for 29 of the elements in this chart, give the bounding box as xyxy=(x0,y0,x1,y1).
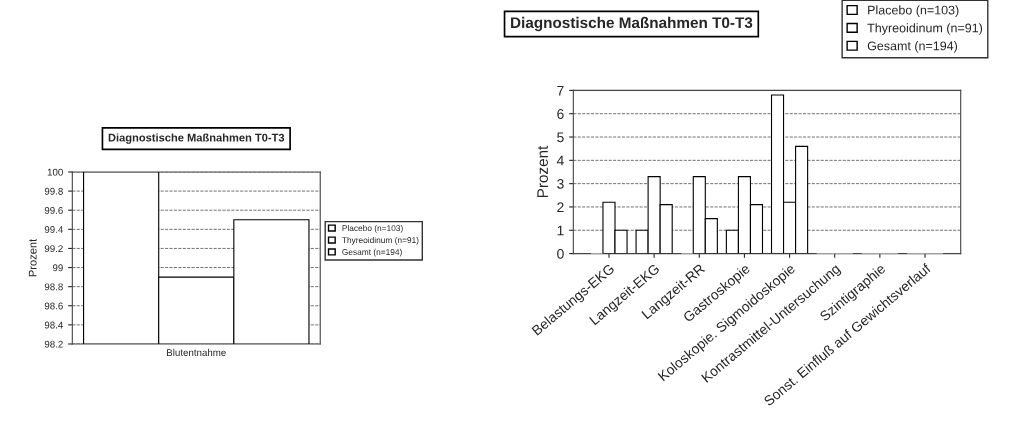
legend-label: Placebo (n=103) xyxy=(868,5,959,17)
y-axis-title: Prozent xyxy=(28,238,37,277)
chart-title: Diagnostische Maßnahmen T0-T3 xyxy=(511,16,753,32)
y-tick-label: 99.4 xyxy=(44,226,63,233)
y-tick-label: 4 xyxy=(556,155,564,166)
y-tick-label: 99.8 xyxy=(44,187,63,195)
y-tick-label: 5 xyxy=(557,132,564,143)
legend-label: Gesamt (n=194) xyxy=(342,248,402,257)
legend-label: Thyreoidinum (n=91) xyxy=(867,23,983,35)
y-axis-title: Prozent xyxy=(537,145,548,198)
legend-label: Gesamt (n=194) xyxy=(867,41,958,53)
y-tick-label: 7 xyxy=(557,85,564,96)
y-tick-label: 6 xyxy=(557,109,564,119)
y-tick-label: 100 xyxy=(47,168,63,176)
y-tick-label: 98.6 xyxy=(44,302,63,310)
y-tick-label: 2 xyxy=(557,202,564,212)
y-tick-label: 98.8 xyxy=(44,283,63,291)
y-tick-label: 1 xyxy=(557,225,564,236)
chart-title: Diagnostische Maßnahmen T0-T3 xyxy=(108,133,285,144)
legend-label: Thyreoidinum (n=91) xyxy=(342,236,419,245)
y-tick-label: 99.6 xyxy=(44,206,63,214)
legend-label: Placebo (n=103) xyxy=(342,224,403,233)
x-tick-label: Blutentnahme xyxy=(167,348,226,356)
y-tick-label: 3 xyxy=(557,178,564,189)
y-tick-label: 98.4 xyxy=(44,321,63,329)
y-tick-label: 98.2 xyxy=(44,340,63,348)
y-tick-label: 99 xyxy=(52,264,63,272)
y-tick-label: 99.2 xyxy=(44,245,63,253)
y-tick-label: 0 xyxy=(557,248,564,259)
